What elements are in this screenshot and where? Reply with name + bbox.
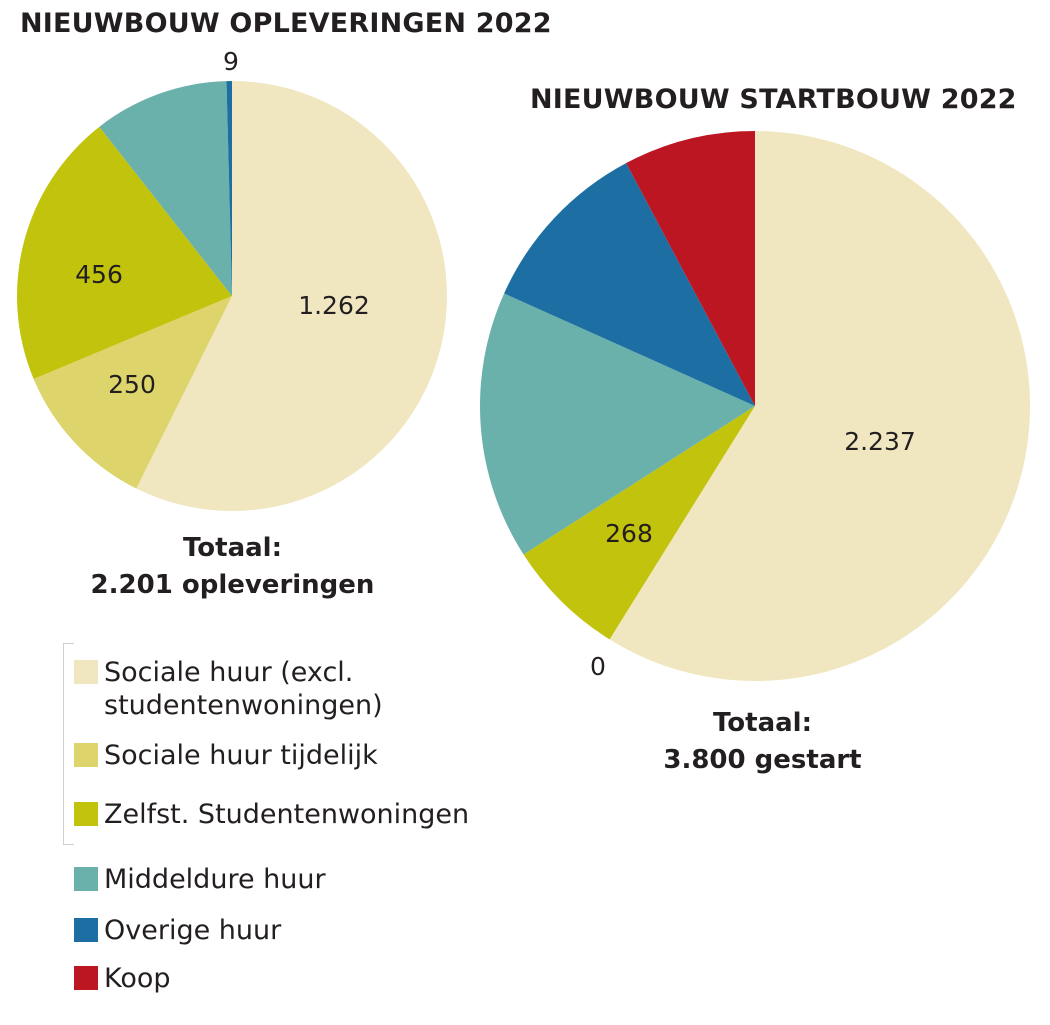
legend-item-overige-huur: Overige huur bbox=[74, 914, 281, 947]
legend-item-sociale-huur: Sociale huur (excl. studentenwoningen) bbox=[74, 656, 383, 722]
legend-item-middeldure-huur: Middeldure huur bbox=[74, 863, 326, 896]
legend-label: Koop bbox=[104, 963, 171, 994]
pie-slice-middeldure-huur bbox=[99, 81, 232, 296]
legend-swatch bbox=[74, 918, 98, 942]
legend-item-sociale-huur-tijdelijk: Sociale huur tijdelijk bbox=[74, 739, 378, 772]
pie-slice-middeldure-huur bbox=[479, 293, 755, 555]
legend-label: Sociale huur (excl. studentenwoningen) bbox=[104, 656, 383, 722]
legend-label: Middeldure huur bbox=[104, 864, 326, 895]
legend-label: Sociale huur tijdelijk bbox=[104, 740, 378, 771]
legend-swatch bbox=[74, 743, 98, 767]
legend-swatch bbox=[74, 867, 98, 891]
legend-item-koop: Koop bbox=[74, 962, 171, 995]
total-value: 3.800 gestart bbox=[663, 745, 862, 775]
chart-title-opleveringen: NIEUWBOUW OPLEVERINGEN 2022 bbox=[20, 8, 552, 39]
total-label-startbouw: Totaal: 3.800 gestart bbox=[600, 705, 925, 779]
slice-value-label: 268 bbox=[605, 519, 653, 548]
pie-slice-overige-huur bbox=[504, 163, 755, 406]
legend-label-line: Sociale huur (excl. bbox=[104, 657, 354, 688]
pie-slice-sociale-huur-tijdelijk bbox=[33, 296, 232, 489]
pie-slice-zelfst-studentenwoningen bbox=[523, 406, 755, 640]
slice-value-label: 456 bbox=[75, 260, 123, 289]
legend-item-studentenwoningen: Zelfst. Studentenwoningen bbox=[74, 798, 469, 831]
pie-slice-zelfst-studentenwoningen bbox=[17, 126, 233, 379]
slice-value-label: 0 bbox=[590, 652, 606, 681]
slice-value-label: 9 bbox=[223, 47, 239, 76]
pie-slice-sociale-huur-excl-studentenwoningen bbox=[609, 131, 1030, 681]
total-value: 2.201 opleveringen bbox=[90, 570, 375, 600]
slice-value-label: 2.237 bbox=[844, 427, 916, 456]
pie-slice-overige-huur bbox=[226, 81, 232, 296]
total-heading: Totaal: bbox=[713, 708, 812, 738]
legend-swatch bbox=[74, 660, 98, 684]
legend-label: Zelfst. Studentenwoningen bbox=[104, 799, 470, 830]
legend-swatch bbox=[74, 966, 98, 990]
legend-swatch bbox=[74, 802, 98, 826]
legend-bracket bbox=[63, 643, 74, 845]
legend-label: Overige huur bbox=[104, 915, 282, 946]
slice-value-label: 250 bbox=[108, 370, 156, 399]
total-heading: Totaal: bbox=[183, 533, 282, 563]
pie-slice-sociale-huur-excl-studentenwoningen bbox=[136, 81, 448, 511]
chart-title-startbouw: NIEUWBOUW STARTBOUW 2022 bbox=[530, 84, 1017, 115]
pie-slice-koop bbox=[626, 131, 755, 406]
total-label-opleveringen: Totaal: 2.201 opleveringen bbox=[60, 530, 405, 604]
slice-value-label: 1.262 bbox=[298, 291, 370, 320]
legend-label-line: studentenwoningen) bbox=[104, 690, 383, 721]
